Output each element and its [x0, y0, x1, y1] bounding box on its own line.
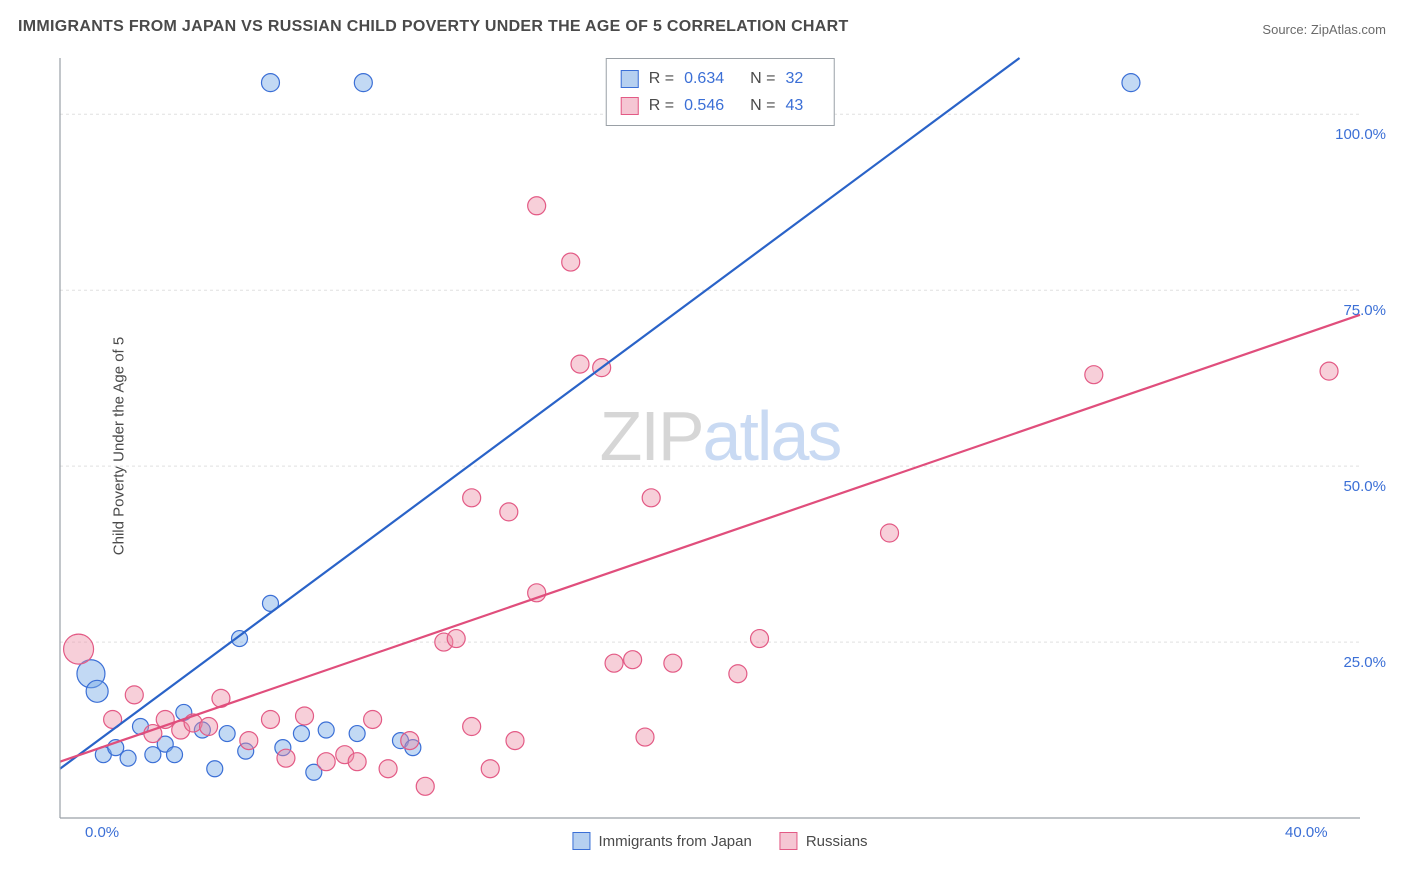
series-legend-item-japan: Immigrants from Japan — [572, 832, 751, 850]
r-value-russian: 0.546 — [684, 92, 724, 119]
x-tick-label: 0.0% — [85, 824, 119, 841]
correlation-legend-row-russian: R = 0.546 N = 43 — [621, 92, 820, 119]
n-value-japan: 32 — [785, 65, 803, 92]
n-label: N = — [750, 65, 775, 92]
n-value-russian: 43 — [785, 92, 803, 119]
series-legend-item-russian: Russians — [780, 832, 868, 850]
legend-swatch-russian — [621, 97, 639, 115]
y-tick-label: 100.0% — [1335, 126, 1386, 143]
plot-container: ZIPatlas R = 0.634 N = 32 R = 0.546 N = … — [50, 52, 1390, 852]
correlation-legend: R = 0.634 N = 32 R = 0.546 N = 43 — [606, 58, 835, 126]
r-value-japan: 0.634 — [684, 65, 724, 92]
y-tick-label: 75.0% — [1343, 302, 1386, 319]
legend-swatch-russian-bottom — [780, 832, 798, 850]
legend-swatch-japan — [621, 70, 639, 88]
r-label: R = — [649, 65, 674, 92]
scatter-plot-svg — [50, 52, 1390, 852]
chart-title: IMMIGRANTS FROM JAPAN VS RUSSIAN CHILD P… — [18, 18, 849, 36]
source-attribution: Source: ZipAtlas.com — [1262, 22, 1386, 37]
r-label: R = — [649, 92, 674, 119]
source-value: ZipAtlas.com — [1311, 22, 1386, 37]
y-tick-label: 25.0% — [1343, 654, 1386, 671]
series-label-japan: Immigrants from Japan — [598, 833, 751, 850]
source-label: Source: — [1262, 22, 1307, 37]
series-label-russian: Russians — [806, 833, 868, 850]
series-legend: Immigrants from Japan Russians — [572, 832, 867, 850]
n-label: N = — [750, 92, 775, 119]
y-tick-label: 50.0% — [1343, 478, 1386, 495]
legend-swatch-japan-bottom — [572, 832, 590, 850]
x-tick-label: 40.0% — [1285, 824, 1328, 841]
correlation-legend-row-japan: R = 0.634 N = 32 — [621, 65, 820, 92]
